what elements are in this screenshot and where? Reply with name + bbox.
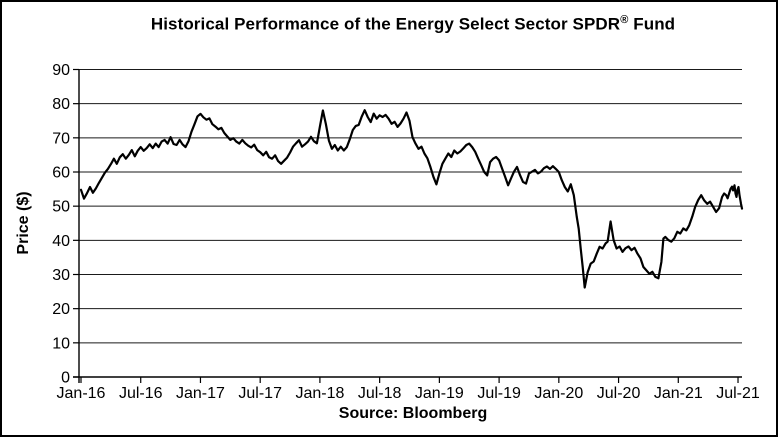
y-tick-label: 30 xyxy=(52,267,70,284)
y-tick-label: 10 xyxy=(52,335,70,352)
chart-title-tail: Fund xyxy=(628,14,676,34)
x-tick-label: Jul-16 xyxy=(119,385,163,402)
x-tick-label: Jan-20 xyxy=(534,385,583,402)
registered-trademark-symbol: ® xyxy=(620,14,629,26)
y-tick-label: 80 xyxy=(52,96,70,113)
x-tick-label: Jan-18 xyxy=(295,385,344,402)
x-tick-label: Jul-18 xyxy=(358,385,402,402)
y-tick-label: 60 xyxy=(52,165,70,182)
x-tick-label: Jan-17 xyxy=(176,385,225,402)
x-tick-label: Jan-21 xyxy=(654,385,703,402)
chart-title-main: Historical Performance of the Energy Sel… xyxy=(150,14,621,34)
x-tick-label: Jul-17 xyxy=(238,385,282,402)
y-axis-title: Price ($) xyxy=(15,191,32,255)
y-tick-label: 90 xyxy=(52,62,70,79)
y-tick-label: 0 xyxy=(61,370,70,387)
y-tick-label: 70 xyxy=(52,130,70,147)
y-tick-label: 40 xyxy=(52,233,70,250)
x-tick-label: Jul-20 xyxy=(597,385,641,402)
chart-title: Historical Performance of the Energy Sel… xyxy=(79,14,747,35)
x-tick-label: Jul-19 xyxy=(477,385,521,402)
x-tick-label: Jan-19 xyxy=(415,385,464,402)
y-tick-label: 20 xyxy=(52,301,70,318)
x-tick-label: Jan-16 xyxy=(57,385,106,402)
y-tick-label: 50 xyxy=(52,199,70,216)
x-tick-label: Jul-21 xyxy=(716,385,760,402)
source-caption: Source: Bloomberg xyxy=(338,405,488,422)
price-line xyxy=(79,109,744,289)
